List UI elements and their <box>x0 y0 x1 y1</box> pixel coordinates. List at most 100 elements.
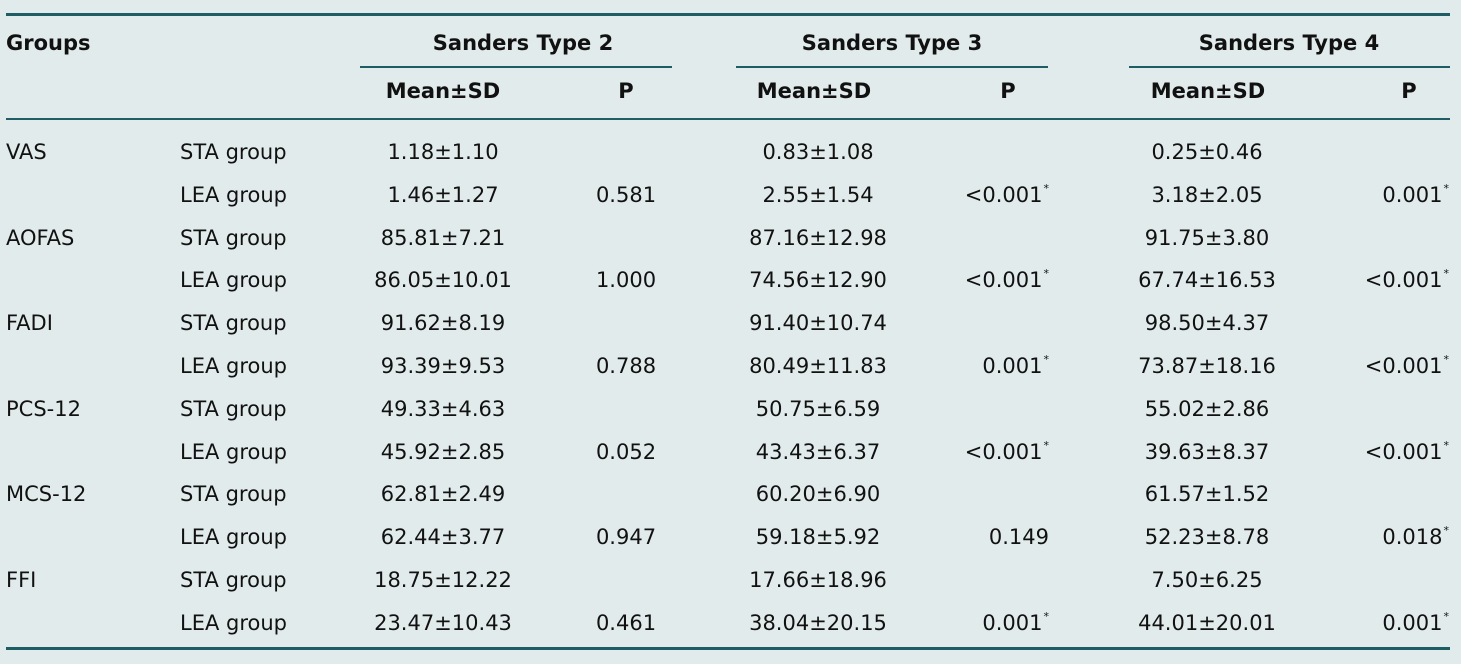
type4-mean-cell-text: 98.50±4.37 <box>1144 311 1270 336</box>
group-cell-text: LEA group <box>180 268 287 293</box>
group-cell: STA group <box>180 570 287 591</box>
significance-marker: * <box>1443 267 1450 281</box>
type4-p-cell: 0.001* <box>1382 181 1450 206</box>
type2-p-cell: 0.052 <box>595 439 657 464</box>
type2-p-cell-text: 0.788 <box>595 354 657 378</box>
type3-mean-cell: 87.16±12.98 <box>749 225 887 250</box>
group-cell: STA group <box>180 225 287 250</box>
type3-p-cell-text: 0.149 <box>988 525 1049 550</box>
type4-p-cell-text: <0.001 <box>1364 268 1443 293</box>
type3-mean-cell-text: 74.56±12.90 <box>749 268 887 293</box>
type4-mean-cell-text: 3.18±2.05 <box>1151 182 1263 207</box>
type3-mean-cell: 59.18±5.92 <box>756 527 880 548</box>
measure-cell: FFI <box>6 570 36 591</box>
type3-p-cell-text: 0.001 <box>982 354 1043 378</box>
type2-mean-cell-text: 18.75±12.22 <box>374 568 512 592</box>
type4-mean-cell: 3.18±2.05 <box>1151 182 1263 207</box>
type4-mean-cell: 44.01±20.01 <box>1138 610 1276 635</box>
type4-p-cell-text: <0.001 <box>1364 439 1443 464</box>
type2-p-cell: 0.947 <box>596 527 656 548</box>
type2-mean-cell-text: 85.81±7.21 <box>380 225 506 250</box>
type4-mean-cell: 0.25±0.46 <box>1151 142 1262 163</box>
type4-mean-cell-text: 73.87±18.16 <box>1138 354 1276 378</box>
type3-mean-cell-text: 2.55±1.54 <box>762 182 874 207</box>
significance-marker: * <box>1443 524 1450 538</box>
type2-mean-cell-text: 49.33±4.63 <box>380 396 506 421</box>
measure-cell: MCS-12 <box>6 484 86 505</box>
group-cell-text: LEA group <box>180 354 287 378</box>
type4-mean-cell-text: 52.23±8.78 <box>1144 525 1270 550</box>
group-cell-text: LEA group <box>180 610 287 635</box>
type2-mean-cell: 93.39±9.53 <box>381 356 505 377</box>
type3-mean-cell: 50.75±6.59 <box>756 398 880 420</box>
group-cell-text: STA group <box>180 311 287 336</box>
type4-underline <box>1129 66 1450 68</box>
type2-p-cell: 1.000 <box>596 270 656 291</box>
significance-marker: * <box>1443 353 1450 366</box>
type3-mean-cell: 17.66±18.96 <box>749 570 887 591</box>
type2-mean-cell-text: 62.81±2.49 <box>380 482 506 507</box>
group-cell-text: STA group <box>180 225 287 250</box>
significance-marker: * <box>1043 181 1050 195</box>
type4-mean-cell: 7.50±6.25 <box>1151 570 1262 591</box>
type4-mean-cell: 91.75±3.80 <box>1144 225 1270 250</box>
type3-mean-cell: 38.04±20.15 <box>749 612 887 634</box>
type4-mean-cell: 39.63±8.37 <box>1145 441 1269 463</box>
type2-mean-cell-text: 45.92±2.85 <box>380 439 506 464</box>
type2-p-header: P <box>618 79 634 103</box>
type4-mean-header: Mean±SD <box>1150 79 1266 103</box>
type3-p-cell-text: <0.001 <box>964 268 1043 293</box>
type4-p-cell: 0.018* <box>1382 524 1450 550</box>
type3-mean-cell-text: 91.40±10.74 <box>749 311 887 336</box>
type4-p-cell-text: 0.001 <box>1382 610 1443 635</box>
type3-mean-cell-text: 17.66±18.96 <box>749 568 887 592</box>
measure-cell: VAS <box>6 142 47 163</box>
type2-mean-cell-text: 1.46±1.27 <box>387 182 499 207</box>
type3-mean-cell: 80.49±11.83 <box>749 356 887 377</box>
group-cell-text: LEA group <box>180 525 287 550</box>
type3-p-cell: <0.001* <box>964 181 1050 207</box>
measure-cell-text: FFI <box>6 568 37 592</box>
type2-p-cell-text: 0.581 <box>595 182 657 207</box>
type4-mean-cell-text: 61.57±1.52 <box>1144 482 1270 507</box>
type2-mean-cell: 62.81±2.49 <box>381 484 505 505</box>
type3-mean-cell-text: 87.16±12.98 <box>749 225 887 250</box>
type3-p-cell-text: <0.001 <box>964 182 1043 207</box>
group-cell: STA group <box>180 142 287 163</box>
group-cell-text: STA group <box>180 396 287 421</box>
measure-cell: PCS-12 <box>6 398 81 420</box>
type2-p-cell-text: 1.000 <box>595 268 657 293</box>
significance-marker: * <box>1043 609 1050 623</box>
type3-p-cell: 0.149 <box>989 527 1049 548</box>
type2-p-cell-text: 0.947 <box>595 525 657 550</box>
type3-p-cell-text: <0.001 <box>964 439 1043 464</box>
type2-mean-cell-text: 91.62±8.19 <box>380 311 506 336</box>
group-cell-text: LEA group <box>180 439 287 464</box>
measure-cell-text: FADI <box>6 311 53 336</box>
group-cell: LEA group <box>180 527 287 548</box>
group-cell: LEA group <box>180 439 287 464</box>
type3-mean-cell: 91.40±10.74 <box>749 313 887 334</box>
type2-p-cell: 0.461 <box>596 612 656 634</box>
type4-mean-cell-text: 44.01±20.01 <box>1138 610 1276 635</box>
group-cell: LEA group <box>180 610 287 635</box>
significance-marker: * <box>1443 181 1450 195</box>
type4-p-cell: <0.001* <box>1364 353 1450 378</box>
type3-underline <box>736 66 1048 68</box>
group-cell-text: STA group <box>180 482 287 507</box>
type4-p-cell-text: <0.001 <box>1364 354 1443 378</box>
type3-mean-cell: 74.56±12.90 <box>749 270 887 291</box>
type4-p-cell-text: 0.018 <box>1382 525 1443 550</box>
measure-cell-text: MCS-12 <box>6 482 87 507</box>
type2-p-cell-text: 0.052 <box>595 439 657 464</box>
type4-mean-cell-text: 91.75±3.80 <box>1144 225 1270 250</box>
type2-mean-cell-text: 62.44±3.77 <box>380 525 506 550</box>
significance-marker: * <box>1043 438 1050 452</box>
type3-mean-header: Mean±SD <box>756 79 872 103</box>
type2-mean-header: Mean±SD <box>385 79 501 103</box>
table-bottom-rule <box>6 647 1450 650</box>
type2-mean-cell: 23.47±10.43 <box>374 612 512 634</box>
group-cell: STA group <box>180 313 287 334</box>
type3-mean-cell: 2.55±1.54 <box>762 182 874 207</box>
type2-mean-cell: 1.46±1.27 <box>387 182 499 207</box>
